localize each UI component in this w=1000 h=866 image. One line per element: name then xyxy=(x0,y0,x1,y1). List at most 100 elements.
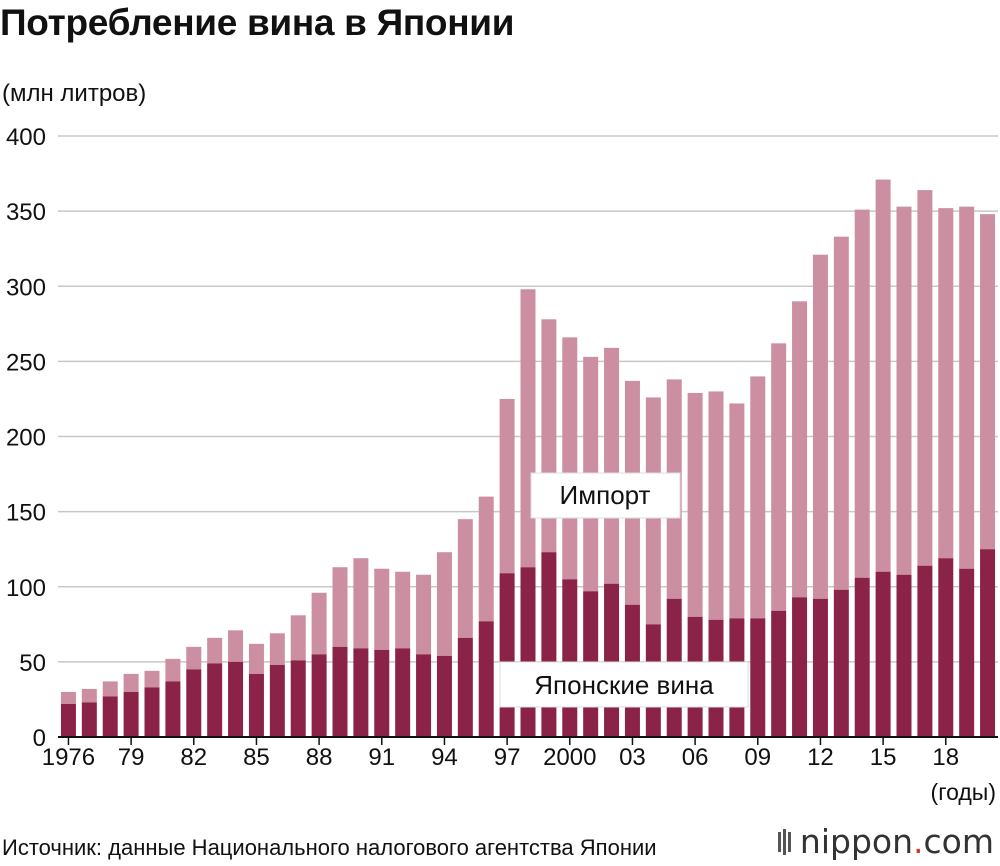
bar-import xyxy=(854,209,870,578)
bar-domestic xyxy=(436,655,452,737)
y-tick-label: 100 xyxy=(6,575,46,602)
bar-domestic xyxy=(290,660,306,737)
logo-domain: com xyxy=(923,822,994,861)
y-axis-ticks: 0 50 100 150 200 250 300 350 400 xyxy=(6,124,46,752)
bar-domestic xyxy=(144,687,160,737)
bar-import xyxy=(833,236,849,590)
bar-import xyxy=(896,206,912,575)
bar-import xyxy=(980,214,996,550)
import-annotation-label: Импорт xyxy=(560,480,651,510)
x-tick-label: 79 xyxy=(118,744,145,771)
x-tick-label: 94 xyxy=(431,744,458,771)
x-tick-label: 82 xyxy=(180,744,207,771)
bar-domestic xyxy=(938,558,954,737)
bar-import xyxy=(123,673,139,692)
x-tick-label: 88 xyxy=(306,744,333,771)
bar-import xyxy=(771,343,787,611)
y-tick-label: 200 xyxy=(6,425,46,452)
x-tick-label: 2000 xyxy=(543,744,596,771)
bar-import xyxy=(750,376,766,619)
bar-import xyxy=(436,552,452,656)
x-tick-label: 18 xyxy=(932,744,959,771)
bar-domestic xyxy=(541,552,557,737)
source-note: Источник: данные Национального налоговог… xyxy=(2,835,657,860)
bar-import xyxy=(248,643,264,674)
bar-domestic xyxy=(959,568,975,737)
bar-domestic xyxy=(896,574,912,737)
bar-domestic xyxy=(833,589,849,737)
bar-import xyxy=(812,254,828,599)
x-tick-label: 15 xyxy=(870,744,897,771)
bar-import xyxy=(353,558,369,649)
x-tick-label: 97 xyxy=(494,744,521,771)
y-tick-label: 400 xyxy=(6,124,46,151)
bar-import xyxy=(416,574,432,655)
logo-name: nippon xyxy=(799,822,914,861)
chart-title: Потребление вина в Японии xyxy=(0,2,515,43)
bar-import xyxy=(228,630,244,662)
nippon-logo: nippon.com xyxy=(777,822,994,863)
y-tick-label: 50 xyxy=(19,650,46,677)
bar-domestic xyxy=(228,661,244,737)
bar-import xyxy=(60,691,76,704)
bar-import xyxy=(604,347,620,584)
x-tick-label: 03 xyxy=(619,744,646,771)
bar-domestic xyxy=(248,673,264,737)
bar-domestic xyxy=(875,571,891,737)
bar-domestic xyxy=(750,618,766,737)
x-axis-unit-label: (годы) xyxy=(931,779,996,805)
bar-import xyxy=(938,208,954,559)
domestic-annotation-box xyxy=(499,661,749,708)
bar-import xyxy=(81,688,97,703)
bar-domestic xyxy=(81,702,97,737)
nippon-logo-icon xyxy=(777,824,792,863)
bar-import xyxy=(207,637,223,664)
bar-domestic xyxy=(207,663,223,737)
bar-domestic xyxy=(792,597,808,737)
bar-import xyxy=(917,190,933,566)
bar-domestic xyxy=(60,703,76,737)
x-tick-label: 85 xyxy=(243,744,270,771)
x-tick-label: 1976 xyxy=(42,744,95,771)
bar-import xyxy=(269,633,285,665)
bar-domestic xyxy=(771,610,787,737)
y-tick-label: 150 xyxy=(6,500,46,527)
bar-domestic xyxy=(102,696,118,737)
y-tick-label: 0 xyxy=(33,725,46,752)
bar-domestic xyxy=(123,691,139,737)
bar-import xyxy=(708,391,724,620)
domestic-annotation-label: Японские вина xyxy=(534,670,714,700)
bar-domestic xyxy=(478,621,494,737)
y-tick-label: 350 xyxy=(6,199,46,226)
bar-domestic xyxy=(980,549,996,737)
bar-import xyxy=(499,398,515,574)
domestic-annotation: Японские вина xyxy=(499,661,749,708)
bar-domestic xyxy=(917,565,933,737)
x-tick-label: 91 xyxy=(368,744,395,771)
x-tick-label: 06 xyxy=(682,744,709,771)
bar-domestic xyxy=(374,649,390,737)
y-axis-unit-label: (млн литров) xyxy=(2,80,147,107)
bar-domestic xyxy=(854,577,870,737)
bar-import xyxy=(875,179,891,572)
bar-import xyxy=(374,568,390,650)
bar-import xyxy=(729,403,745,619)
bar-domestic xyxy=(311,654,327,737)
bar-domestic xyxy=(520,567,536,737)
bar-domestic xyxy=(332,646,348,737)
bar-domestic xyxy=(269,664,285,737)
bar-domestic xyxy=(395,648,411,737)
bar-import xyxy=(792,301,808,598)
wine-consumption-chart: 0 50 100 150 200 250 300 350 400 1976 79 82 85 88 91 9… xyxy=(6,124,998,805)
bar-import xyxy=(562,337,578,580)
import-annotation: Импорт xyxy=(530,472,681,519)
x-tick-label: 09 xyxy=(744,744,771,771)
bar-domestic xyxy=(186,669,202,737)
logo-dot: . xyxy=(913,822,924,861)
bar-import xyxy=(332,567,348,647)
x-axis-ticks: 1976 79 82 85 88 91 94 97 2000 03 06 09 12 15 18 xyxy=(42,737,959,771)
bar-import xyxy=(186,646,202,670)
bar-import xyxy=(959,206,975,569)
bar-import xyxy=(290,615,306,661)
bar-import xyxy=(520,289,536,568)
